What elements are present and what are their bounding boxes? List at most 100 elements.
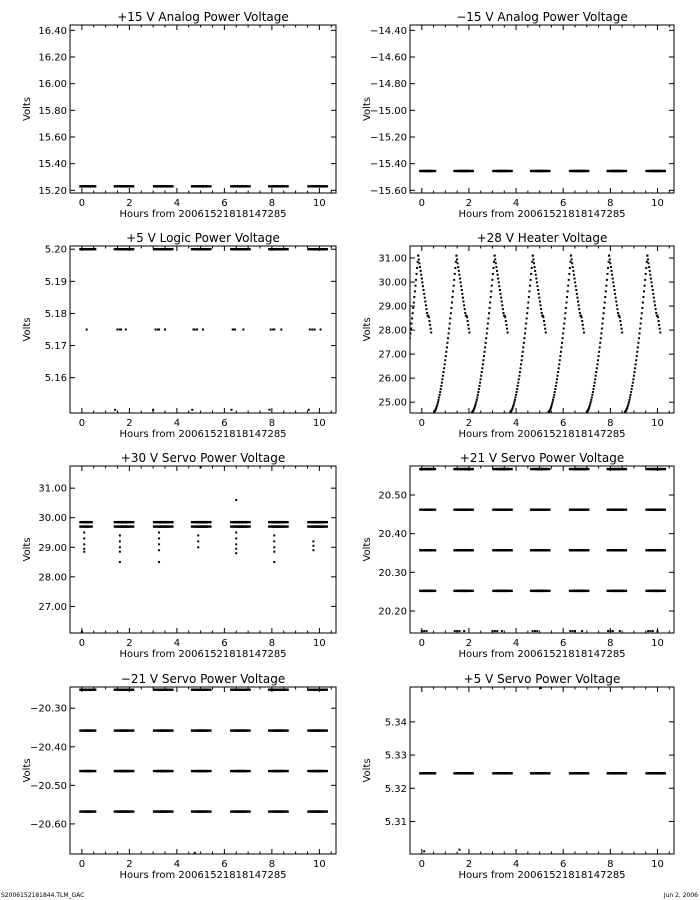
data-point bbox=[405, 367, 407, 369]
data-point bbox=[491, 278, 494, 281]
data-point bbox=[505, 327, 508, 330]
y-tick-label: 31.00 bbox=[378, 254, 407, 265]
data-point bbox=[516, 388, 519, 391]
x-tick-label: 0 bbox=[79, 638, 85, 649]
data-point bbox=[651, 285, 654, 288]
x-tick-label: 10 bbox=[313, 418, 326, 429]
data-point bbox=[629, 396, 632, 399]
data-point bbox=[446, 341, 449, 344]
data-point bbox=[527, 301, 530, 304]
y-axis-label: Volts bbox=[22, 317, 33, 341]
data-point bbox=[419, 266, 422, 269]
data-point bbox=[158, 549, 161, 552]
data-point bbox=[496, 273, 499, 276]
data-point bbox=[308, 328, 311, 331]
data-point bbox=[618, 630, 621, 633]
data-point bbox=[530, 272, 533, 275]
data-point bbox=[515, 391, 518, 394]
data-point bbox=[467, 323, 470, 326]
data-point bbox=[536, 630, 539, 633]
data-point bbox=[231, 328, 234, 331]
footer-date: Jun 2, 2006 bbox=[663, 892, 698, 899]
data-point bbox=[519, 367, 522, 370]
data-point bbox=[118, 328, 121, 331]
data-point bbox=[452, 290, 455, 293]
data-point bbox=[607, 266, 610, 269]
data-point bbox=[541, 314, 544, 317]
x-tick-label: 2 bbox=[126, 638, 132, 649]
y-tick-label: 29.00 bbox=[378, 302, 407, 313]
data-point bbox=[458, 277, 461, 280]
data-point bbox=[606, 272, 609, 275]
y-tick-label: 5.31 bbox=[385, 817, 407, 828]
x-tick-label: 10 bbox=[651, 418, 664, 429]
data-point bbox=[450, 301, 453, 304]
x-tick-label: 10 bbox=[651, 859, 664, 870]
data-point bbox=[562, 327, 565, 330]
data-point bbox=[550, 403, 553, 406]
data-point bbox=[488, 312, 491, 315]
data-point bbox=[564, 306, 567, 309]
data-point bbox=[520, 359, 523, 362]
data-point bbox=[456, 258, 459, 261]
data-point bbox=[435, 406, 438, 409]
data-point bbox=[197, 546, 200, 549]
data-point bbox=[427, 314, 430, 317]
data-point bbox=[436, 401, 439, 404]
data-point bbox=[644, 278, 647, 281]
data-point bbox=[626, 406, 629, 409]
y-tick-label: 16.20 bbox=[38, 53, 67, 64]
data-point bbox=[513, 398, 516, 401]
y-tick-label: −15.40 bbox=[370, 159, 407, 170]
data-point bbox=[650, 281, 653, 284]
x-axis-label: Hours from 20061521818147285 bbox=[119, 429, 286, 440]
x-tick-label: 10 bbox=[651, 638, 664, 649]
data-point bbox=[423, 296, 426, 299]
data-point bbox=[628, 398, 631, 401]
data-point bbox=[555, 378, 558, 381]
data-point bbox=[449, 317, 452, 320]
data-point bbox=[402, 385, 404, 387]
data-point bbox=[604, 295, 607, 298]
data-point bbox=[434, 409, 437, 412]
data-point bbox=[652, 292, 655, 295]
data-point bbox=[600, 327, 603, 330]
data-point bbox=[616, 308, 619, 311]
data-point bbox=[525, 317, 528, 320]
series-group bbox=[79, 688, 328, 854]
data-point bbox=[459, 281, 462, 284]
data-point bbox=[453, 630, 456, 633]
data-point bbox=[494, 262, 497, 265]
chart-panel-3: +5 V Logic Power Voltage Hours from 20061… bbox=[22, 231, 337, 440]
data-point bbox=[499, 292, 502, 295]
data-point bbox=[457, 266, 460, 269]
footer-filename: S2006152181844.TLM_GAC bbox=[1, 892, 85, 899]
data-point bbox=[656, 314, 659, 317]
data-point bbox=[530, 266, 533, 269]
data-point bbox=[478, 384, 481, 387]
data-point bbox=[633, 371, 636, 374]
x-tick-label: 6 bbox=[221, 198, 227, 209]
data-point bbox=[480, 371, 483, 374]
data-point bbox=[472, 409, 475, 412]
data-point bbox=[442, 371, 445, 374]
data-point bbox=[448, 327, 451, 330]
data-point bbox=[578, 311, 581, 314]
chart-title: +5 V Servo Power Voltage bbox=[464, 672, 621, 686]
x-tick-label: 0 bbox=[79, 198, 85, 209]
data-point bbox=[481, 363, 484, 366]
data-point bbox=[659, 331, 662, 334]
data-point bbox=[581, 323, 584, 326]
x-tick-label: 10 bbox=[313, 859, 326, 870]
data-point bbox=[581, 320, 584, 323]
chart-title: −15 V Analog Power Voltage bbox=[456, 10, 628, 24]
data-point bbox=[578, 308, 581, 311]
data-point bbox=[526, 306, 529, 309]
data-point bbox=[396, 410, 398, 412]
data-point bbox=[640, 317, 643, 320]
data-point bbox=[558, 363, 561, 366]
x-tick-label: 4 bbox=[174, 198, 180, 209]
data-point bbox=[444, 359, 447, 362]
data-point bbox=[571, 262, 574, 265]
data-point bbox=[497, 281, 500, 284]
